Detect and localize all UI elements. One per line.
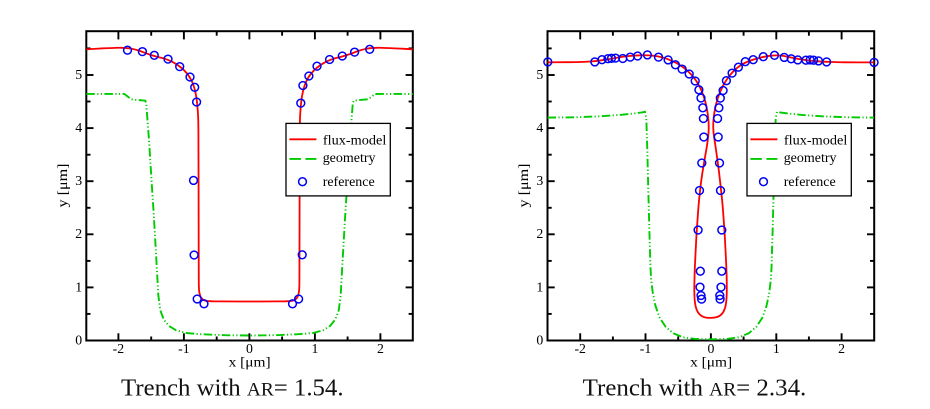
svg-text:0: 0	[536, 332, 543, 347]
svg-text:4: 4	[536, 120, 543, 135]
svg-text:Trench with AR= 1.54.: Trench with AR= 1.54.	[121, 375, 343, 401]
svg-text:5: 5	[536, 67, 543, 82]
svg-text:1: 1	[536, 279, 543, 294]
svg-text:x [μm]: x [μm]	[229, 354, 271, 369]
svg-text:2: 2	[838, 341, 845, 356]
svg-text:5: 5	[75, 67, 82, 82]
svg-text:-1: -1	[640, 341, 652, 356]
svg-text:flux-model: flux-model	[784, 134, 848, 149]
svg-text:flux-model: flux-model	[323, 134, 387, 149]
svg-text:-2: -2	[574, 341, 586, 356]
svg-text:0: 0	[75, 332, 82, 347]
svg-text:0: 0	[707, 341, 714, 356]
svg-text:2: 2	[536, 226, 543, 241]
svg-text:2: 2	[75, 226, 82, 241]
svg-text:geometry: geometry	[323, 151, 376, 166]
svg-text:geometry: geometry	[784, 151, 837, 166]
svg-text:reference: reference	[784, 175, 836, 190]
svg-text:3: 3	[75, 173, 82, 188]
svg-text:1: 1	[311, 341, 318, 356]
svg-text:3: 3	[536, 173, 543, 188]
svg-text:Trench with AR= 2.34.: Trench with AR= 2.34.	[583, 375, 807, 401]
svg-text:-2: -2	[113, 341, 125, 356]
svg-text:1: 1	[773, 341, 780, 356]
svg-text:1: 1	[75, 279, 82, 294]
svg-text:-1: -1	[178, 341, 190, 356]
svg-text:0: 0	[246, 341, 253, 356]
svg-text:y [μm]: y [μm]	[516, 164, 531, 208]
svg-text:reference: reference	[323, 175, 375, 190]
svg-text:x [μm]: x [μm]	[690, 354, 732, 369]
svg-text:y [μm]: y [μm]	[55, 164, 70, 208]
svg-text:4: 4	[75, 120, 82, 135]
svg-text:2: 2	[377, 341, 384, 356]
